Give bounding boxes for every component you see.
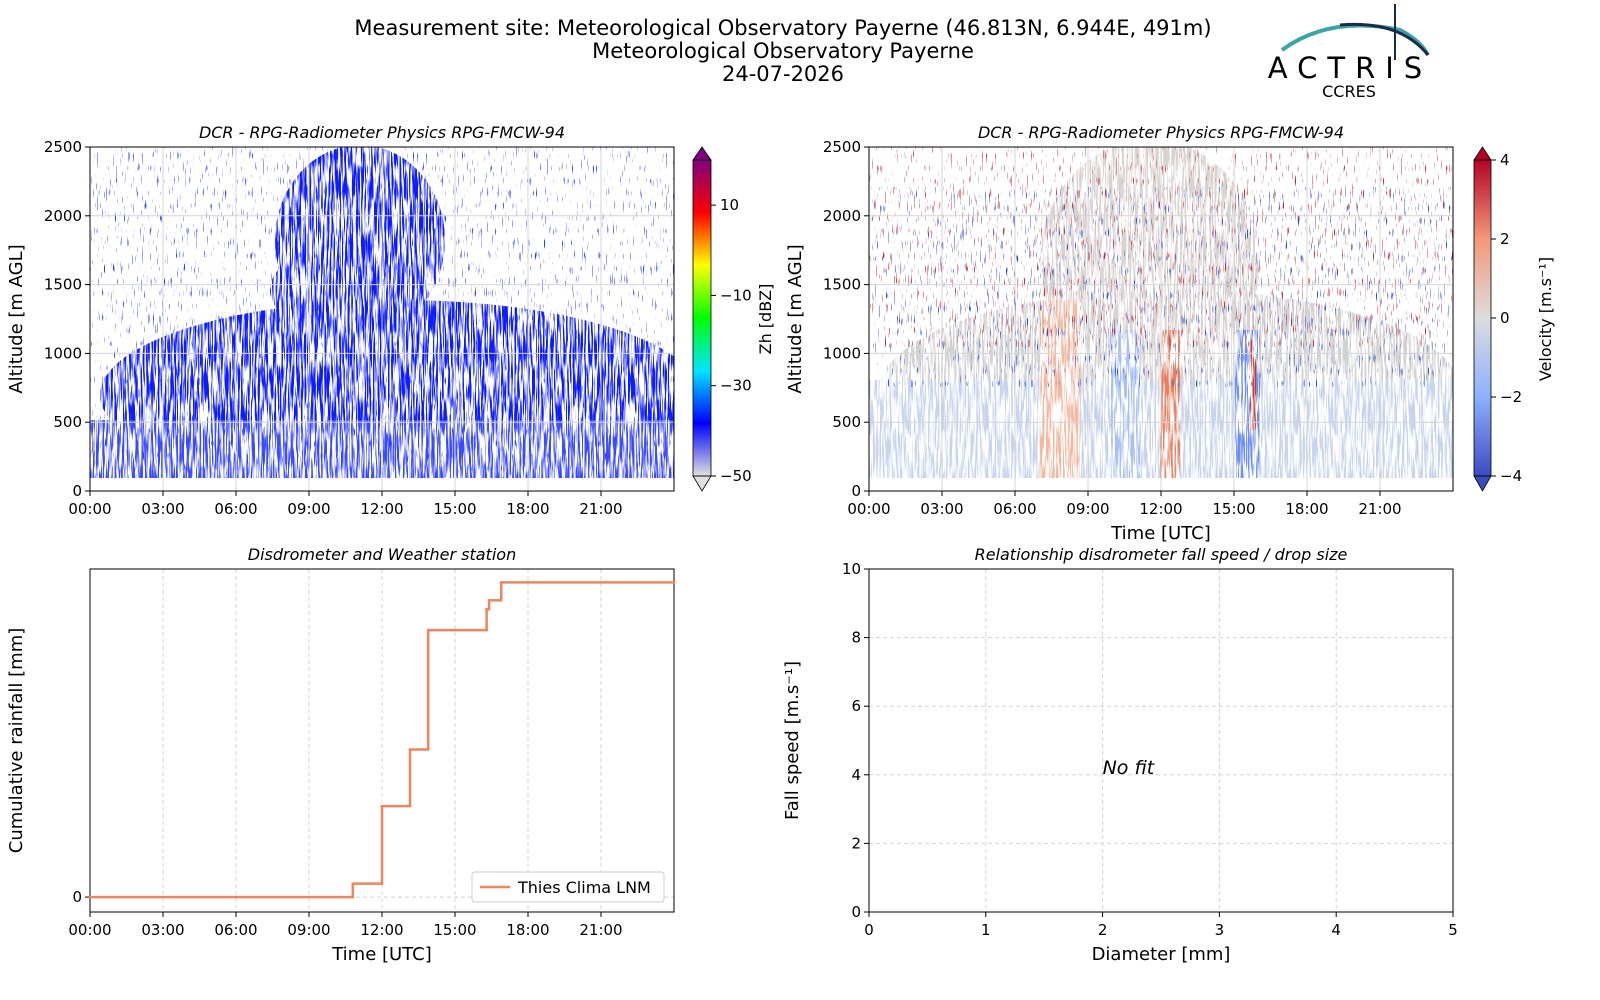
- colorbar-tick-label: 0: [1500, 309, 1510, 327]
- x-tick-label: 5: [1448, 921, 1458, 939]
- x-tick-label: 00:00: [68, 921, 111, 939]
- x-tick-label: 03:00: [141, 921, 184, 939]
- x-tick-label: 15:00: [433, 500, 476, 518]
- plot-frame: [868, 568, 1454, 913]
- y-tick-label: 2500: [823, 138, 861, 156]
- plot-frame: [89, 146, 675, 492]
- y-tick-label: 2000: [823, 207, 861, 225]
- legend-box: [471, 871, 665, 903]
- y-tick-label: 500: [53, 413, 82, 431]
- x-tick-label: 06:00: [214, 500, 257, 518]
- x-tick-label: 00:00: [68, 500, 111, 518]
- x-tick-label: 18:00: [1285, 500, 1328, 518]
- y-tick-label: 500: [832, 413, 861, 431]
- logo-arc: [1339, 22, 1430, 56]
- y-axis-label: Cumulative rainfall [mm]: [6, 628, 27, 854]
- x-tick-label: 3: [1215, 921, 1225, 939]
- colorbar-label: Zh [dBZ]: [756, 284, 775, 355]
- chart-title: DCR - RPG-Radiometer Physics RPG-FMCW-94: [978, 123, 1344, 142]
- x-tick-label: 09:00: [1066, 500, 1109, 518]
- colorbar: [1474, 160, 1491, 476]
- y-tick-label: 1500: [823, 276, 861, 294]
- plot-frame: [868, 146, 1454, 492]
- x-tick-label: 12:00: [360, 500, 403, 518]
- x-tick-label: 03:00: [920, 500, 963, 518]
- colorbar-frame: [692, 159, 712, 477]
- x-tick-label: 21:00: [579, 500, 622, 518]
- y-tick-label: 0: [851, 482, 861, 500]
- x-axis-label: Time [UTC]: [1110, 523, 1211, 544]
- x-tick-label: 12:00: [360, 921, 403, 939]
- x-tick-label: 1: [981, 921, 991, 939]
- x-tick-label: 06:00: [993, 500, 1036, 518]
- colorbar-tick-label: −2: [1500, 388, 1522, 406]
- y-tick-label: 0: [851, 903, 861, 921]
- x-tick-label: 09:00: [287, 500, 330, 518]
- y-tick-label: 2500: [44, 138, 82, 156]
- x-tick-label: 12:00: [1139, 500, 1182, 518]
- y-tick-label: 0: [72, 888, 82, 906]
- y-tick-label: 4: [851, 766, 861, 784]
- y-tick-label: 1000: [44, 344, 82, 362]
- x-tick-label: 0: [864, 921, 874, 939]
- logo-subtext: CCRES: [1322, 82, 1376, 101]
- legend-label: Thies Clima LNM: [517, 878, 651, 897]
- x-tick-label: 2: [1098, 921, 1108, 939]
- x-tick-label: 09:00: [287, 921, 330, 939]
- plot-frame: [89, 568, 675, 913]
- colorbar-tick-label: 2: [1500, 230, 1510, 248]
- x-tick-label: 21:00: [579, 921, 622, 939]
- x-axis-label: Time [UTC]: [331, 944, 432, 965]
- heatmap-texture: [869, 147, 1453, 478]
- colorbar-tick-label: −4: [1500, 467, 1522, 485]
- y-tick-label: 2: [851, 834, 861, 852]
- y-tick-label: 1500: [44, 276, 82, 294]
- x-tick-label: 21:00: [1358, 500, 1401, 518]
- x-tick-label: 18:00: [506, 500, 549, 518]
- colorbar-tick-label: −30: [720, 377, 752, 395]
- logo-text: ACTRIS: [1268, 51, 1432, 85]
- y-axis-label: Altitude [m AGL]: [6, 244, 27, 393]
- y-tick-label: 1000: [823, 344, 861, 362]
- colorbar-tick-label: −10: [720, 286, 752, 304]
- y-tick-label: 6: [851, 697, 861, 715]
- annotation: No fit: [1103, 757, 1156, 779]
- y-tick-label: 10: [842, 560, 861, 578]
- chart-title: DCR - RPG-Radiometer Physics RPG-FMCW-94: [199, 123, 565, 142]
- x-tick-label: 00:00: [847, 500, 890, 518]
- y-tick-label: 2000: [44, 207, 82, 225]
- colorbar-label: Velocity [m.s⁻¹]: [1536, 257, 1555, 381]
- x-axis-label: Diameter [mm]: [1092, 944, 1231, 965]
- suptitle: Meteorological Observatory Payerne: [592, 39, 974, 63]
- x-tick-label: 03:00: [141, 500, 184, 518]
- x-tick-label: 15:00: [433, 921, 476, 939]
- y-axis-label: Fall speed [m.s⁻¹]: [782, 661, 803, 820]
- logo: ACTRIS CCRES: [1268, 4, 1432, 101]
- y-tick-label: 8: [851, 629, 861, 647]
- y-axis-label: Altitude [m AGL]: [785, 244, 806, 393]
- x-tick-label: 15:00: [1212, 500, 1255, 518]
- x-tick-label: 4: [1331, 921, 1341, 939]
- x-tick-label: 18:00: [506, 921, 549, 939]
- colorbar-tick-label: −50: [720, 467, 752, 485]
- chart-title: Relationship disdrometer fall speed / dr…: [975, 545, 1348, 564]
- x-tick-label: 06:00: [214, 921, 257, 939]
- heatmap-texture: [90, 147, 674, 478]
- colorbar: [693, 160, 711, 476]
- colorbar-tick-label: 10: [720, 196, 739, 214]
- suptitle: Measurement site: Meteorological Observa…: [354, 16, 1211, 40]
- colorbar-tick-label: 4: [1500, 151, 1510, 169]
- chart-title: Disdrometer and Weather station: [248, 545, 516, 564]
- suptitle: 24-07-2026: [722, 62, 844, 86]
- y-tick-label: 0: [72, 482, 82, 500]
